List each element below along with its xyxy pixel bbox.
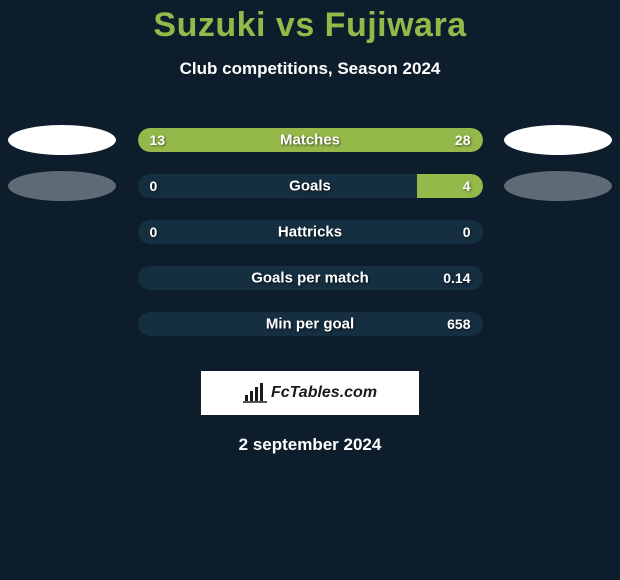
stat-label: Goals per match — [251, 270, 369, 287]
stat-row: 0.14 Goals per match — [0, 255, 620, 301]
page-title: Suzuki vs Fujiwara — [0, 6, 620, 45]
stat-label: Hattricks — [278, 224, 342, 241]
subtitle: Club competitions, Season 2024 — [0, 59, 620, 79]
stat-bar: 0 0 Hattricks — [138, 220, 483, 244]
stat-bar: 658 Min per goal — [138, 312, 483, 336]
stat-bar: 13 28 Matches — [138, 128, 483, 152]
player-left-ellipse — [8, 125, 116, 155]
stat-row: 0 0 Hattricks — [0, 209, 620, 255]
stat-row: 658 Min per goal — [0, 301, 620, 347]
bar-chart-icon — [243, 383, 267, 403]
stat-value-right: 28 — [455, 132, 471, 148]
fill-right — [417, 174, 483, 198]
stat-label: Min per goal — [266, 316, 354, 333]
stat-value-left: 0 — [150, 178, 158, 194]
stat-bar: 0.14 Goals per match — [138, 266, 483, 290]
stat-value-left: 0 — [150, 224, 158, 240]
stats-list: 13 28 Matches 0 4 Goals 0 0 Hattricks 0.14 Goals p… — [0, 117, 620, 347]
stat-bar: 0 4 Goals — [138, 174, 483, 198]
stat-label: Matches — [280, 132, 340, 149]
stat-value-left: 13 — [150, 132, 166, 148]
stat-row: 13 28 Matches — [0, 117, 620, 163]
player-left-ellipse — [8, 171, 116, 201]
stat-value-right: 0 — [463, 224, 471, 240]
stat-value-right: 0.14 — [443, 270, 470, 286]
date-text: 2 september 2024 — [0, 435, 620, 455]
brand-box: FcTables.com — [201, 371, 419, 415]
fill-right — [238, 128, 483, 152]
infographic: Suzuki vs Fujiwara Club competitions, Se… — [0, 0, 620, 455]
player-right-ellipse — [504, 125, 612, 155]
brand-text: FcTables.com — [271, 384, 377, 402]
stat-value-right: 658 — [447, 316, 470, 332]
stat-label: Goals — [289, 178, 331, 195]
player-right-ellipse — [504, 171, 612, 201]
stat-row: 0 4 Goals — [0, 163, 620, 209]
stat-value-right: 4 — [463, 178, 471, 194]
